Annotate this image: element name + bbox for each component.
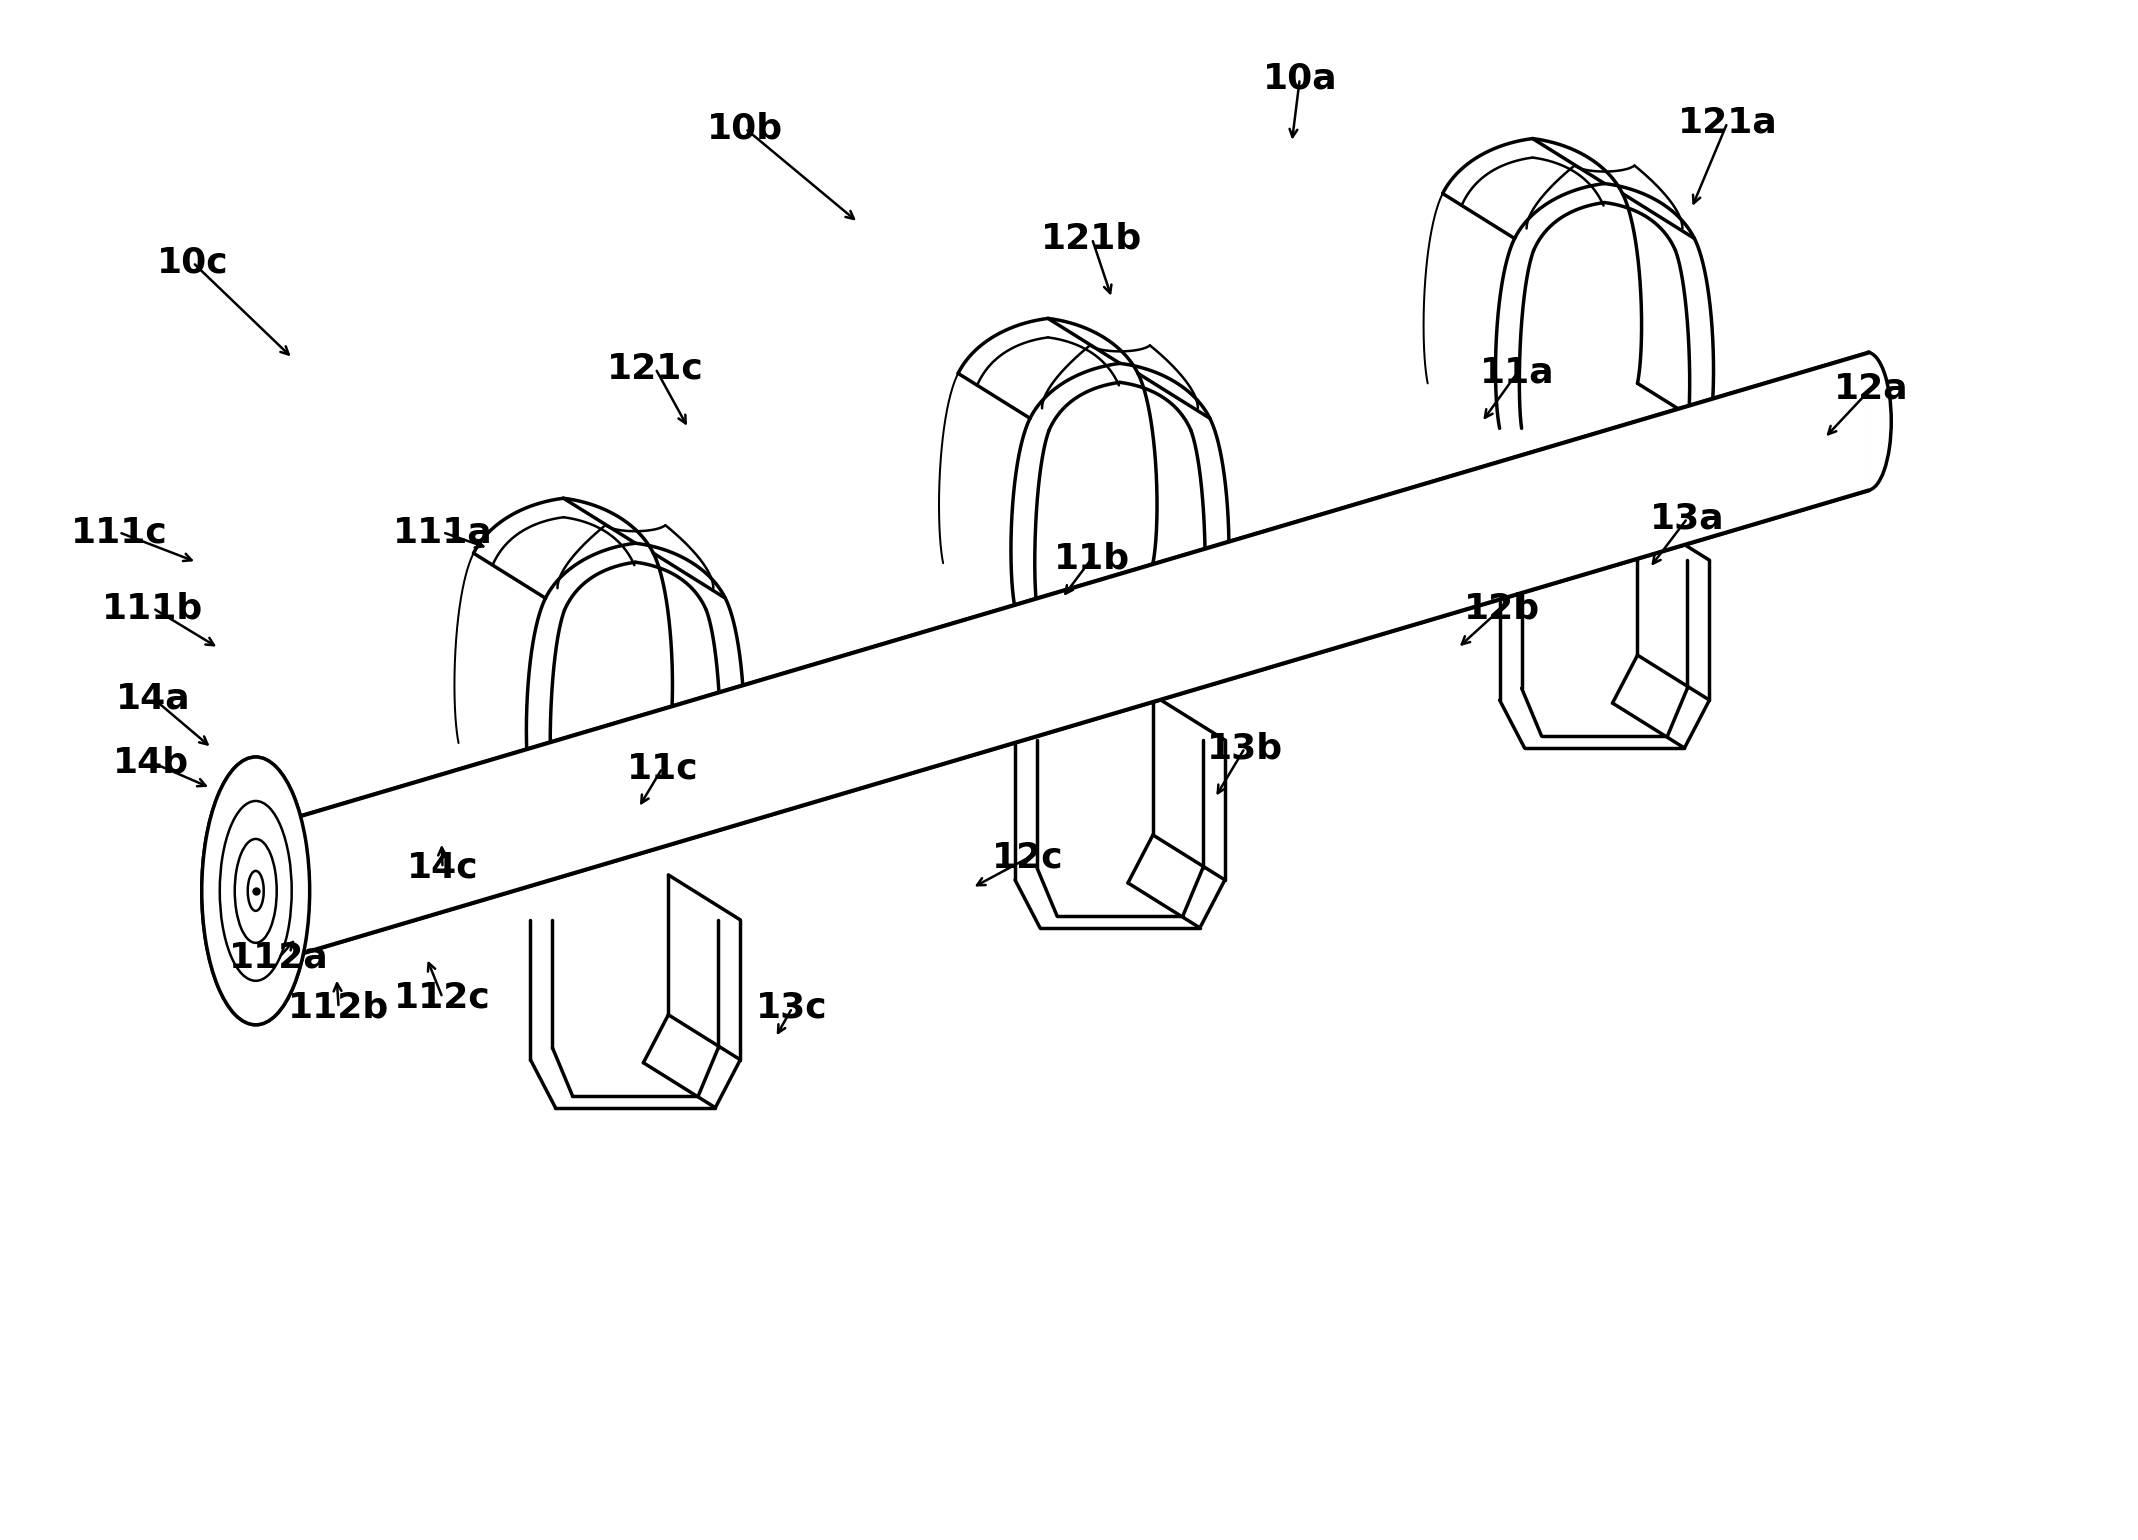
- Text: 121a: 121a: [1678, 106, 1777, 140]
- Text: 111b: 111b: [103, 591, 203, 625]
- Polygon shape: [280, 353, 1869, 959]
- Text: 12b: 12b: [1465, 591, 1539, 625]
- Text: 13a: 13a: [1651, 500, 1725, 536]
- Text: 11b: 11b: [1054, 541, 1131, 576]
- Text: 13c: 13c: [757, 990, 827, 1024]
- Text: 10b: 10b: [708, 111, 783, 146]
- Text: 112b: 112b: [289, 990, 389, 1024]
- Text: 10a: 10a: [1261, 62, 1336, 95]
- Text: 11a: 11a: [1479, 356, 1554, 390]
- Text: 14a: 14a: [115, 681, 190, 715]
- Text: 112a: 112a: [229, 941, 329, 975]
- Text: 14c: 14c: [406, 852, 479, 886]
- Ellipse shape: [201, 758, 310, 1024]
- Text: 121c: 121c: [607, 351, 703, 385]
- Text: 14b: 14b: [113, 745, 188, 779]
- Ellipse shape: [201, 758, 310, 1024]
- Text: 111c: 111c: [71, 516, 167, 550]
- Text: 12c: 12c: [992, 841, 1065, 875]
- Text: 12a: 12a: [1834, 371, 1909, 405]
- Text: 111a: 111a: [393, 516, 492, 550]
- Text: 11c: 11c: [626, 752, 699, 785]
- Polygon shape: [280, 353, 1869, 959]
- Text: 13b: 13b: [1206, 732, 1283, 765]
- Text: 112c: 112c: [393, 981, 492, 1015]
- Text: 121b: 121b: [1041, 222, 1142, 256]
- Text: 10c: 10c: [156, 245, 229, 279]
